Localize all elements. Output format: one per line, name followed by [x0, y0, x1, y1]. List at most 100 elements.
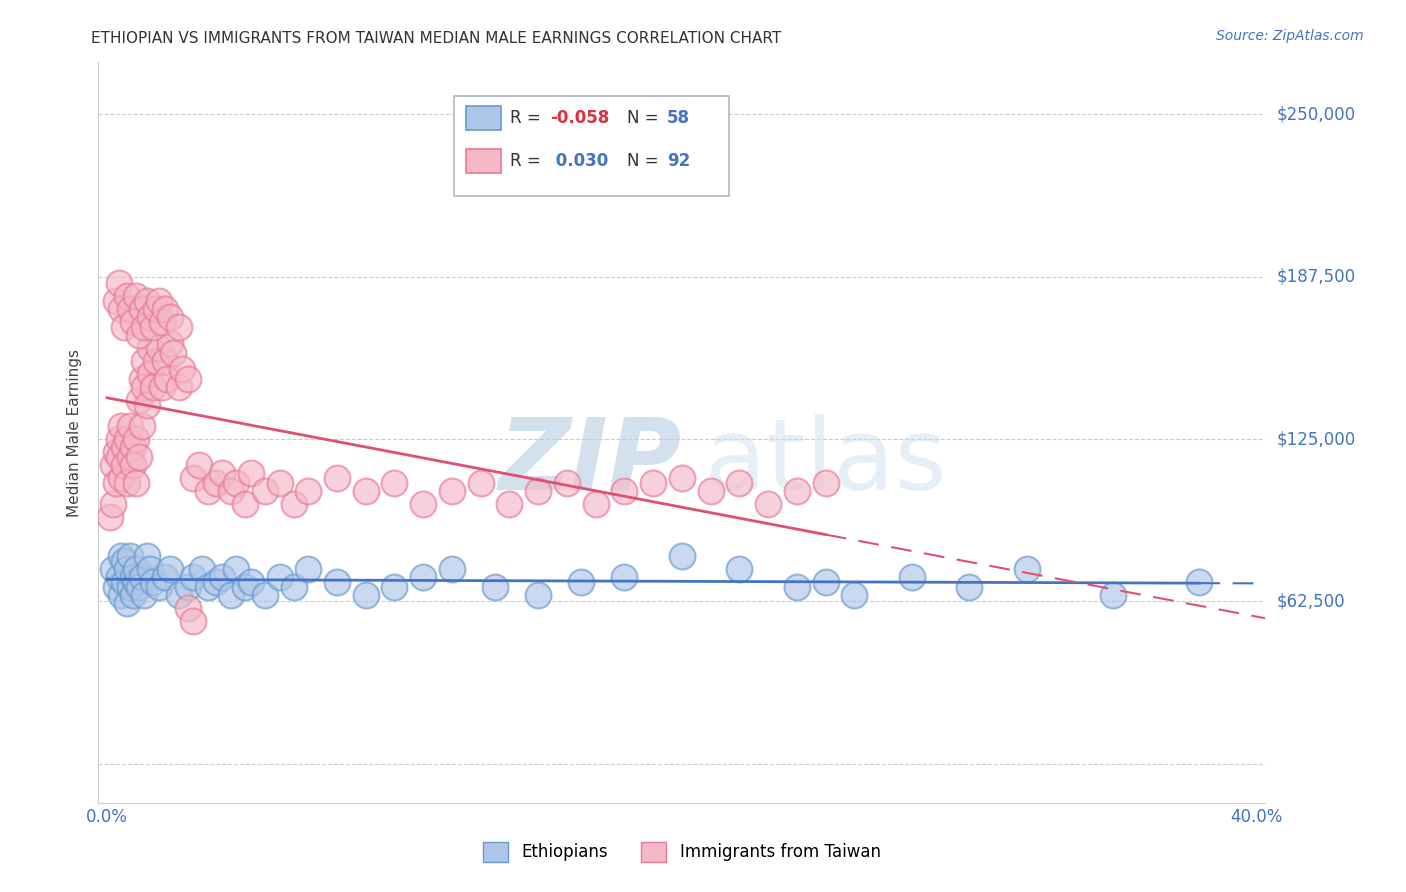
Point [110, 419, 132, 434]
Point [498, 497, 520, 511]
Point [844, 588, 866, 602]
Point [283, 497, 305, 511]
Point [585, 497, 607, 511]
Point [699, 484, 721, 499]
Text: -0.058: -0.058 [550, 109, 609, 127]
Point [131, 570, 153, 584]
Point [150, 315, 173, 329]
Point [326, 574, 349, 589]
Point [254, 588, 277, 602]
Point [786, 580, 808, 594]
Point [107, 450, 129, 465]
Point [136, 549, 159, 563]
Point [211, 570, 233, 584]
Point [101, 562, 124, 576]
Point [239, 466, 262, 480]
Point [118, 419, 141, 434]
Point [110, 471, 132, 485]
Point [555, 476, 578, 491]
Point [1015, 562, 1038, 576]
Point [613, 484, 636, 499]
Point [384, 580, 406, 594]
Point [297, 484, 319, 499]
Point [131, 372, 153, 386]
Point [162, 346, 184, 360]
Point [110, 549, 132, 563]
Point [107, 277, 129, 291]
Point [159, 310, 181, 324]
Point [283, 580, 305, 594]
Point [527, 484, 550, 499]
Point [181, 471, 204, 485]
Point [115, 432, 138, 446]
Point [269, 570, 291, 584]
Point [98, 510, 121, 524]
Point [225, 562, 247, 576]
Point [412, 497, 434, 511]
Point [131, 419, 153, 434]
Text: $62,500: $62,500 [1277, 592, 1346, 610]
Point [181, 614, 204, 628]
Text: $250,000: $250,000 [1277, 105, 1355, 123]
Point [101, 458, 124, 472]
FancyBboxPatch shape [465, 149, 501, 173]
Point [110, 302, 132, 317]
Point [118, 450, 141, 465]
FancyBboxPatch shape [454, 95, 728, 195]
Point [1102, 588, 1125, 602]
Point [671, 549, 693, 563]
Point [112, 554, 135, 568]
Point [269, 476, 291, 491]
Point [125, 562, 148, 576]
Point [153, 354, 176, 368]
Point [134, 320, 156, 334]
Y-axis label: Median Male Earnings: Median Male Earnings [67, 349, 83, 516]
Point [814, 476, 837, 491]
Point [176, 601, 198, 615]
Point [484, 580, 506, 594]
Point [412, 570, 434, 584]
Point [122, 570, 145, 584]
Text: N =: N = [627, 152, 664, 169]
Point [148, 341, 170, 355]
Point [957, 580, 980, 594]
Point [128, 328, 150, 343]
Point [188, 458, 211, 472]
Point [254, 484, 277, 499]
Point [239, 574, 262, 589]
FancyBboxPatch shape [465, 106, 501, 130]
Text: Source: ZipAtlas.com: Source: ZipAtlas.com [1216, 29, 1364, 43]
Point [112, 574, 135, 589]
Point [115, 289, 138, 303]
Point [145, 302, 167, 317]
Text: ZIP: ZIP [499, 414, 682, 511]
Text: atlas: atlas [706, 414, 946, 511]
Point [128, 580, 150, 594]
Text: R =: R = [510, 152, 547, 169]
Point [159, 336, 181, 351]
Point [145, 354, 167, 368]
Point [134, 354, 156, 368]
Point [197, 580, 219, 594]
Point [814, 574, 837, 589]
Point [118, 549, 141, 563]
Point [104, 476, 127, 491]
Point [150, 380, 173, 394]
Point [148, 294, 170, 309]
Text: 92: 92 [666, 152, 690, 169]
Point [326, 471, 349, 485]
Point [139, 341, 162, 355]
Point [159, 562, 181, 576]
Point [176, 372, 198, 386]
Point [384, 476, 406, 491]
Text: 58: 58 [666, 109, 690, 127]
Point [728, 562, 751, 576]
Point [205, 574, 228, 589]
Point [104, 294, 127, 309]
Text: N =: N = [627, 109, 664, 127]
Point [233, 497, 256, 511]
Point [297, 562, 319, 576]
Point [118, 302, 141, 317]
Point [115, 596, 138, 610]
Point [613, 570, 636, 584]
